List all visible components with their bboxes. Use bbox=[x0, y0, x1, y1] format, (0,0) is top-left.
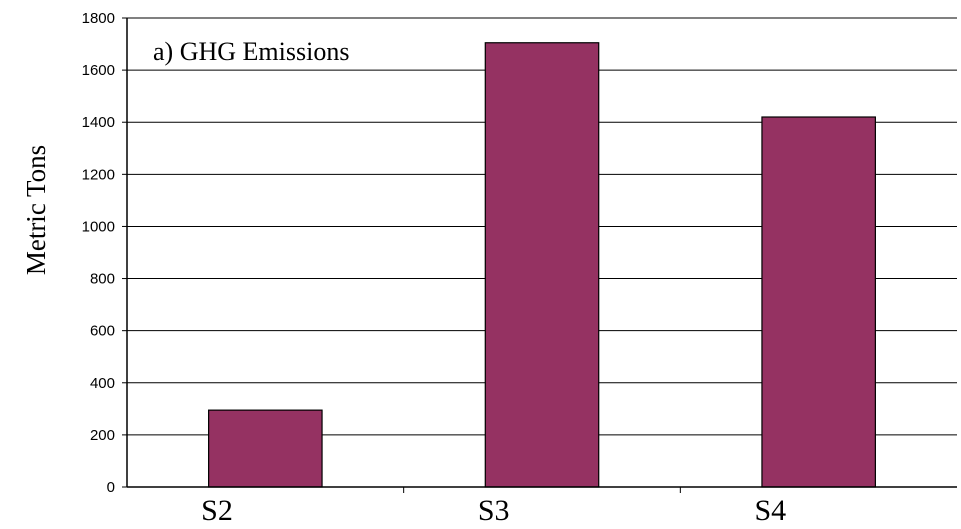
bar-s3 bbox=[484, 42, 600, 488]
chart-title: a) GHG Emissions bbox=[153, 37, 349, 66]
axes bbox=[122, 17, 957, 493]
y-tick-label: 400 bbox=[90, 375, 115, 392]
y-tick-label: 1400 bbox=[82, 114, 115, 131]
y-tick-label: 1800 bbox=[82, 10, 115, 27]
x-tick-label-s4: S4 bbox=[754, 494, 786, 527]
y-tick-labels: 0 200 400 600 800 1000 1200 1400 1600 1800 bbox=[82, 10, 115, 496]
y-axis-title: Metric Tons bbox=[21, 145, 51, 275]
y-tick-label: 200 bbox=[90, 427, 115, 444]
x-tick-label-s3: S3 bbox=[478, 494, 510, 527]
y-tick-label: 1000 bbox=[82, 218, 115, 235]
y-tick-label: 1200 bbox=[82, 166, 115, 183]
bar-s4 bbox=[761, 116, 876, 488]
x-tick-labels: S2 S3 S4 bbox=[201, 494, 786, 527]
y-tick-label: 0 bbox=[107, 479, 115, 496]
y-tick-label: 800 bbox=[90, 271, 115, 288]
x-tick-label-s2: S2 bbox=[201, 494, 233, 527]
y-tick-label: 1600 bbox=[82, 62, 115, 79]
y-tick-label: 600 bbox=[90, 323, 115, 340]
bars bbox=[208, 42, 876, 488]
bar-s2 bbox=[208, 409, 323, 488]
